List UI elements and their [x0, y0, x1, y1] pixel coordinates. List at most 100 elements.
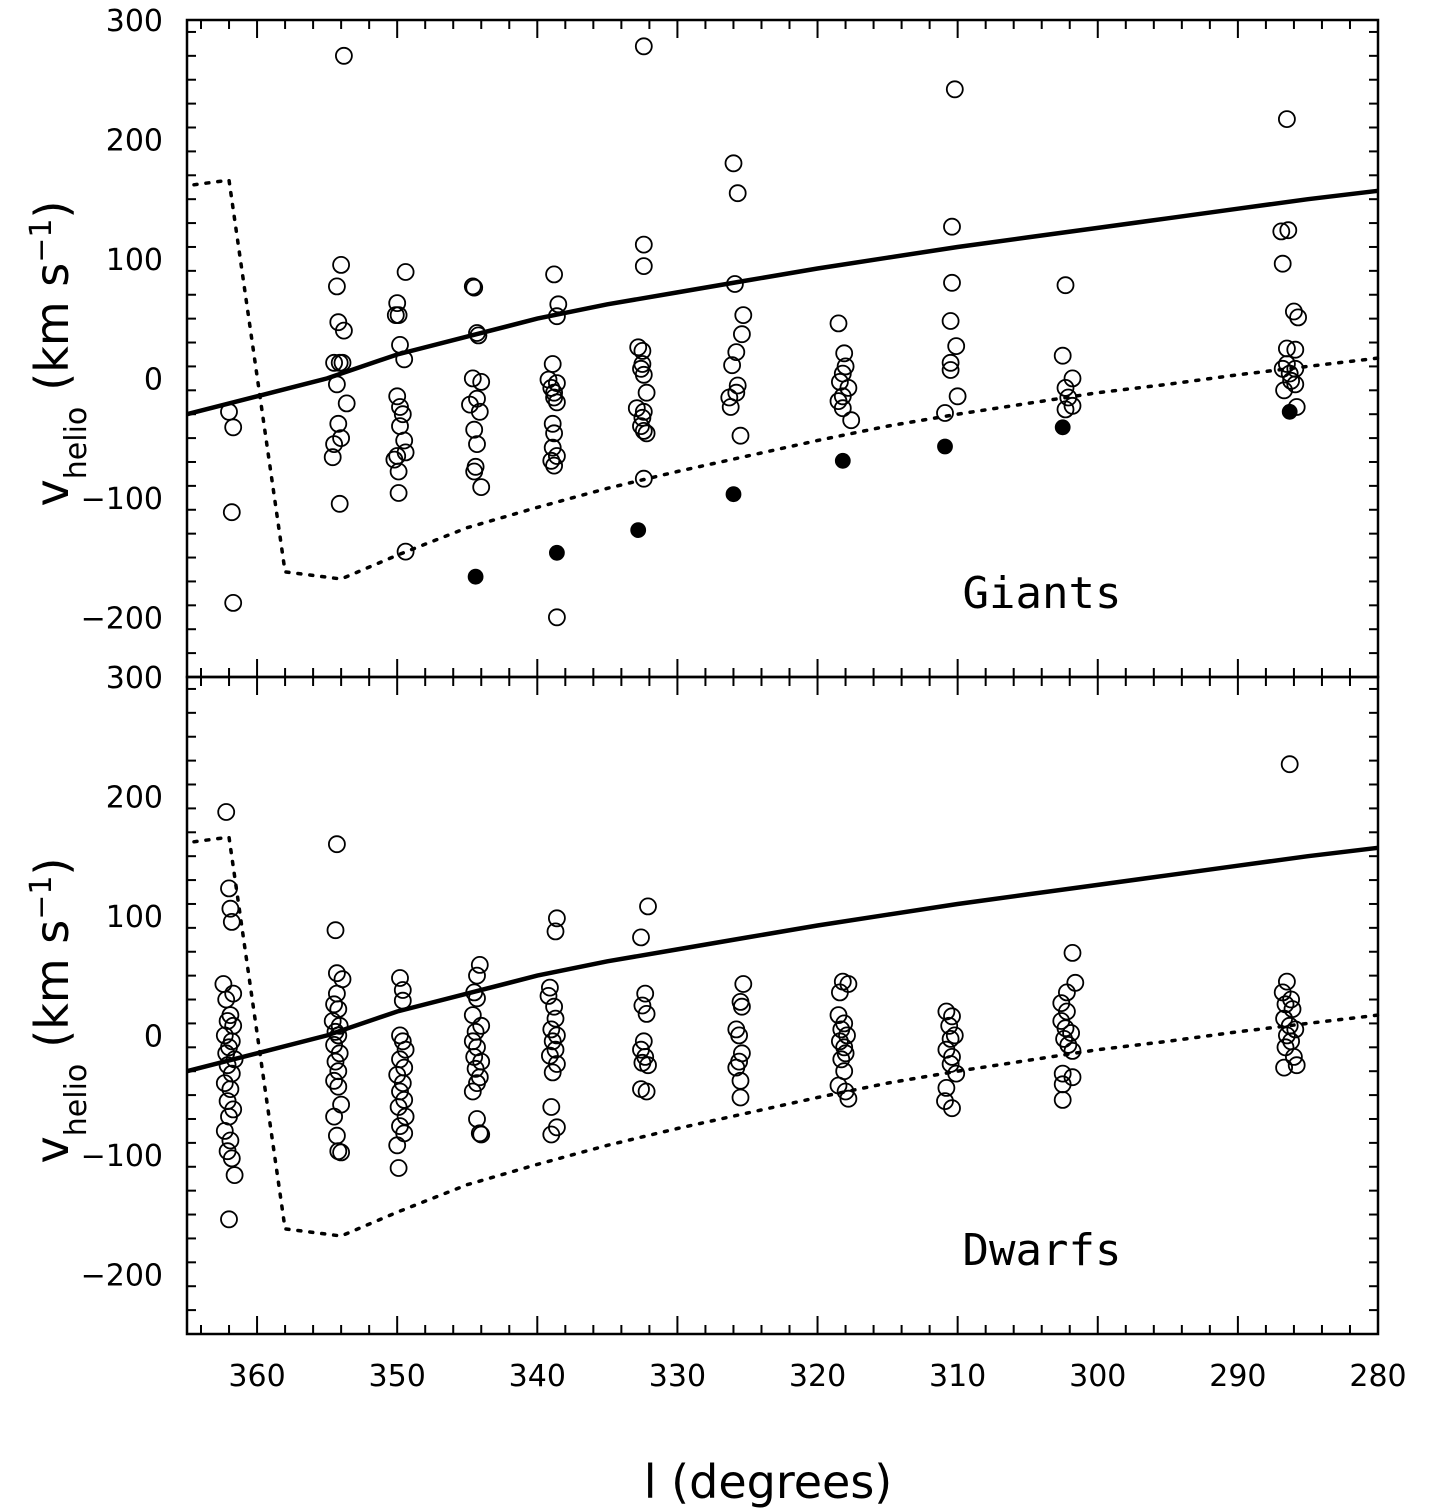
open-data-point	[829, 314, 848, 333]
open-data-point	[940, 1016, 959, 1035]
open-data-point	[1056, 276, 1075, 295]
open-data-point	[463, 1006, 482, 1024]
open-data-point	[639, 1056, 657, 1075]
y-tick-label: 300	[106, 661, 163, 696]
open-data-point	[634, 257, 653, 276]
open-data-point	[327, 964, 346, 983]
open-data-point	[222, 1149, 241, 1168]
open-data-point	[731, 1088, 750, 1107]
x-tick-label: 300	[1069, 1359, 1126, 1394]
y-tick-label: 0	[144, 362, 163, 397]
open-data-point	[465, 462, 484, 481]
open-data-point	[391, 335, 409, 354]
open-data-point	[831, 983, 849, 1002]
solid-model-curve-giants	[186, 188, 1379, 417]
open-data-point	[214, 975, 233, 993]
open-data-point	[634, 402, 653, 421]
open-data-point	[334, 46, 353, 65]
open-data-point	[1055, 1030, 1073, 1048]
open-data-point	[726, 275, 744, 293]
open-data-point	[629, 338, 648, 357]
open-data-point	[833, 399, 852, 418]
open-data-point	[472, 1016, 491, 1035]
open-data-point	[468, 1074, 486, 1092]
open-data-point	[327, 277, 346, 296]
x-tick-label: 330	[649, 1359, 706, 1394]
open-data-point	[468, 966, 486, 985]
y-axis-title-dwarfs: vhelio(km s−1)	[24, 858, 94, 1164]
open-data-point	[463, 277, 482, 296]
open-data-point	[542, 1125, 561, 1144]
open-data-point	[393, 1074, 412, 1092]
open-data-point	[217, 803, 236, 821]
filled-data-point	[1054, 419, 1071, 436]
open-data-point	[1056, 1019, 1075, 1038]
open-data-point	[332, 255, 351, 274]
open-data-point	[832, 1050, 851, 1069]
open-data-point	[548, 1055, 566, 1073]
open-data-point	[545, 265, 563, 284]
open-data-point	[332, 429, 351, 448]
open-data-point	[393, 981, 412, 999]
open-data-point	[839, 1089, 858, 1108]
open-data-point	[947, 337, 966, 356]
filled-data-point	[630, 522, 647, 538]
x-tick-label: 310	[929, 1359, 986, 1394]
open-data-point	[1275, 381, 1293, 400]
open-data-point	[1066, 973, 1085, 992]
y-tick-label: 300	[106, 4, 163, 39]
open-data-point	[731, 426, 750, 445]
open-data-point	[1275, 1058, 1293, 1077]
open-data-point	[723, 356, 741, 375]
plot-frame-dwarfs	[185, 675, 1380, 1336]
open-data-point	[220, 402, 238, 421]
open-data-point	[548, 393, 566, 412]
open-data-point	[720, 388, 739, 407]
open-data-point	[221, 1080, 240, 1098]
open-data-point	[937, 1079, 956, 1097]
dotted-model-curve-giants	[192, 178, 1380, 581]
filled-data-point	[549, 544, 565, 561]
open-data-point	[396, 542, 415, 561]
open-data-point	[468, 324, 486, 342]
open-data-point	[396, 263, 415, 281]
open-data-point	[634, 37, 653, 56]
open-data-point	[943, 1007, 961, 1026]
open-data-point	[393, 1032, 412, 1051]
open-data-point	[217, 990, 236, 1009]
open-data-point	[546, 1009, 565, 1028]
open-data-point	[391, 417, 409, 436]
open-data-point	[1272, 222, 1291, 241]
open-data-point	[472, 372, 491, 391]
filled-data-point	[725, 486, 742, 503]
open-data-point	[327, 835, 346, 854]
open-data-point	[1285, 302, 1303, 321]
open-data-point	[941, 1030, 960, 1048]
open-data-point	[332, 1143, 351, 1162]
open-data-point	[222, 913, 241, 931]
open-data-point	[548, 447, 566, 465]
open-data-point	[721, 398, 740, 416]
open-data-point	[941, 353, 960, 372]
open-data-point	[222, 503, 241, 522]
open-data-point	[470, 1124, 489, 1143]
open-data-point	[543, 1032, 562, 1051]
open-data-point	[937, 1002, 956, 1021]
open-data-point	[334, 321, 353, 340]
open-data-point	[1278, 1026, 1296, 1045]
open-data-point	[1063, 1068, 1082, 1087]
open-data-point	[724, 154, 743, 173]
open-data-point	[220, 879, 238, 898]
open-data-point	[943, 1048, 961, 1066]
open-data-point	[1278, 110, 1296, 128]
open-data-point	[728, 184, 747, 203]
open-data-point	[224, 418, 243, 437]
open-data-point	[466, 1059, 485, 1078]
open-data-point	[941, 312, 960, 330]
open-data-point	[325, 1107, 344, 1126]
open-data-point	[391, 969, 409, 987]
open-data-point	[936, 404, 954, 422]
open-data-point	[832, 1020, 851, 1039]
open-data-point	[546, 922, 565, 941]
filled-data-point	[937, 438, 953, 455]
